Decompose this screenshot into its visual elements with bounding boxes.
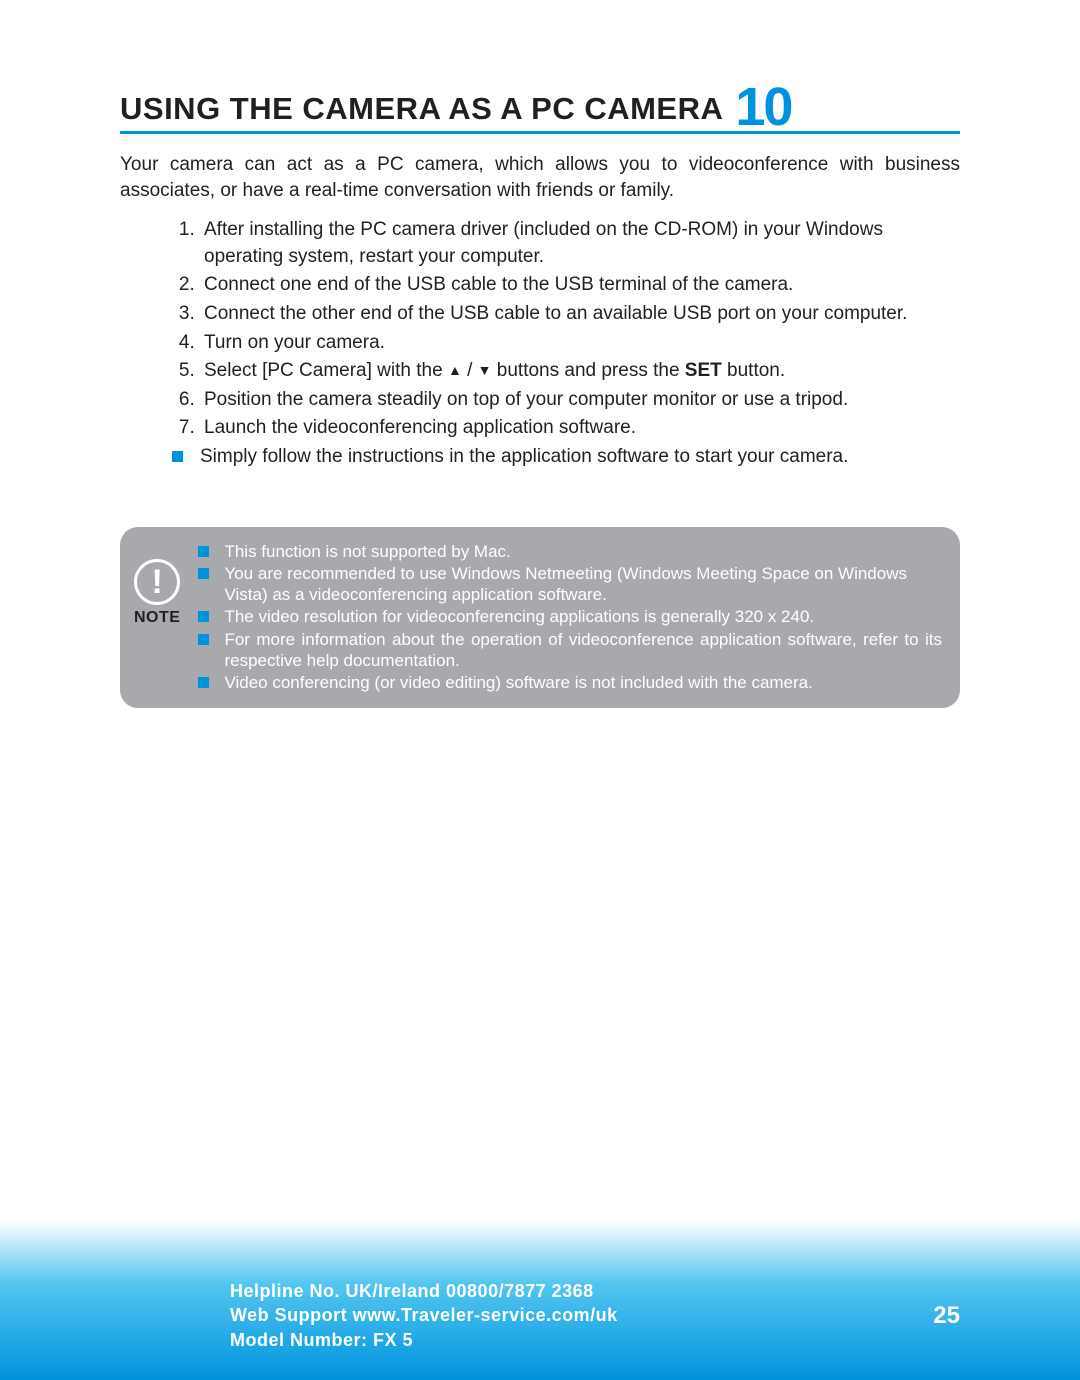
note-icon-column: ! NOTE bbox=[134, 541, 180, 627]
step-text: button. bbox=[722, 360, 785, 381]
step-text: / bbox=[462, 360, 478, 381]
note-list: This function is not supported by Mac. Y… bbox=[194, 541, 942, 695]
helpline-text: Helpline No. UK/Ireland 00800/7877 2368 bbox=[230, 1279, 618, 1303]
note-item: You are recommended to use Windows Netme… bbox=[198, 563, 942, 606]
note-item: The video resolution for videoconferenci… bbox=[198, 606, 942, 627]
step-text: Select [PC Camera] with the bbox=[204, 360, 448, 381]
sub-bullet-item: Simply follow the instructions in the ap… bbox=[172, 444, 960, 471]
step-item: Position the camera steadily on top of y… bbox=[200, 387, 960, 414]
down-arrow-icon: ▼ bbox=[478, 362, 492, 378]
note-item: Video conferencing (or video editing) so… bbox=[198, 672, 942, 693]
step-item: Connect the other end of the USB cable t… bbox=[200, 301, 960, 328]
page-number: 25 bbox=[933, 1302, 960, 1330]
step-text: buttons and press the bbox=[492, 360, 685, 381]
note-box: ! NOTE This function is not supported by… bbox=[120, 527, 960, 709]
step-item: Launch the videoconferencing application… bbox=[200, 415, 960, 442]
web-support-text: Web Support www.Traveler-service.com/uk bbox=[230, 1303, 618, 1327]
model-number-text: Model Number: FX 5 bbox=[230, 1328, 618, 1352]
note-exclamation-icon: ! bbox=[134, 559, 180, 605]
step-item: Turn on your camera. bbox=[200, 330, 960, 357]
up-arrow-icon: ▲ bbox=[448, 362, 462, 378]
heading-title: USING THE CAMERA AS A PC CAMERA bbox=[120, 91, 723, 127]
intro-paragraph: Your camera can act as a PC camera, whic… bbox=[120, 152, 960, 203]
note-item: This function is not supported by Mac. bbox=[198, 541, 942, 562]
footer-info: Helpline No. UK/Ireland 00800/7877 2368 … bbox=[230, 1279, 618, 1352]
step-item: Select [PC Camera] with the ▲ / ▼ button… bbox=[200, 358, 960, 385]
page-footer: Helpline No. UK/Ireland 00800/7877 2368 … bbox=[0, 1257, 1080, 1380]
note-label: NOTE bbox=[134, 609, 180, 627]
chapter-number: 10 bbox=[735, 86, 791, 129]
set-button-label: SET bbox=[685, 360, 722, 381]
manual-page: USING THE CAMERA AS A PC CAMERA 10 Your … bbox=[0, 0, 1080, 1380]
exclamation-glyph: ! bbox=[152, 565, 163, 599]
note-item: For more information about the operation… bbox=[198, 629, 942, 672]
steps-list: After installing the PC camera driver (i… bbox=[120, 217, 960, 442]
step-item: Connect one end of the USB cable to the … bbox=[200, 272, 960, 299]
section-heading: USING THE CAMERA AS A PC CAMERA 10 bbox=[120, 80, 960, 134]
sub-bullet-list: Simply follow the instructions in the ap… bbox=[120, 444, 960, 471]
step-item: After installing the PC camera driver (i… bbox=[200, 217, 960, 270]
